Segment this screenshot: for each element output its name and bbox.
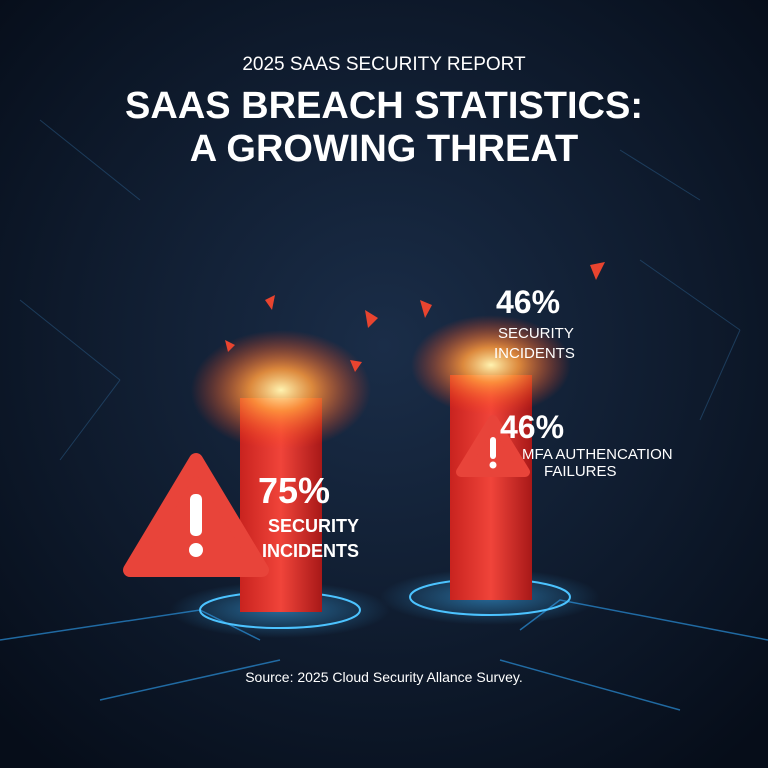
stat-label: SECURITY (498, 325, 574, 342)
title-line: A GROWING THREAT (190, 128, 578, 170)
explosion (411, 315, 571, 415)
explosion (191, 330, 371, 450)
title-line: SAAS BREACH STATISTICS: (125, 85, 643, 127)
warning-icon (123, 453, 269, 577)
kicker: 2025 SAAS SECURITY REPORT (242, 54, 526, 75)
stat-label: INCIDENTS (494, 345, 575, 362)
source: Source: 2025 Cloud Security Allance Surv… (245, 669, 523, 685)
warning-icon (456, 415, 530, 477)
stat-label: SECURITY (268, 516, 359, 536)
stat-figure: 46% (496, 284, 560, 320)
stat-figure: 75% (258, 470, 330, 511)
stat-figure: 46% (500, 409, 564, 445)
stat-label: MFA AUTHENCATION (522, 446, 673, 463)
debris (225, 262, 605, 372)
stat-label: FAILURES (544, 463, 617, 480)
stat-label: INCIDENTS (262, 541, 359, 561)
network-lines (19, 119, 741, 461)
